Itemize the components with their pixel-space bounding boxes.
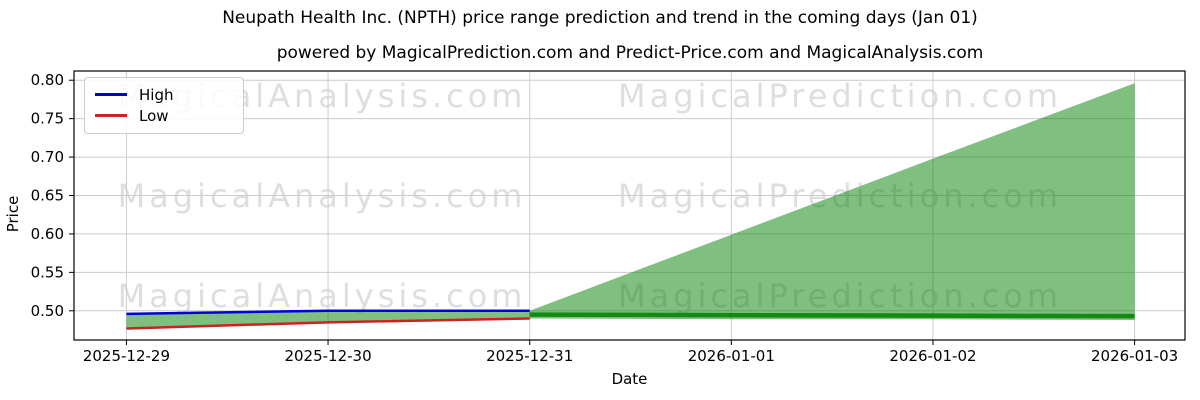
x-tick-label: 2025-12-29: [83, 347, 170, 365]
x-tick-label: 2026-01-01: [688, 347, 775, 365]
y-tick-label: 0.60: [31, 225, 64, 243]
y-axis-label: Price: [4, 195, 22, 233]
x-tick-label: 2026-01-03: [1091, 347, 1178, 365]
chart-title: Neupath Health Inc. (NPTH) price range p…: [222, 8, 978, 28]
chart-subtitle: powered by MagicalPrediction.com and Pre…: [276, 43, 984, 63]
x-tick-label: 2025-12-31: [486, 347, 573, 365]
legend-entry-high: High: [95, 84, 233, 105]
prediction-band: [126, 83, 1135, 329]
legend-label: Low: [139, 106, 169, 125]
legend: High Low: [84, 77, 244, 134]
low-line: [126, 317, 530, 330]
x-tick-label: 2026-01-02: [889, 347, 976, 365]
x-tick-label: 2025-12-30: [284, 347, 371, 365]
legend-label: High: [139, 85, 174, 104]
high-line-swatch: [95, 93, 127, 96]
y-tick-label: 0.80: [31, 71, 64, 89]
legend-entry-low: Low: [95, 105, 233, 126]
x-axis-label: Date: [611, 370, 648, 388]
watermark-text: MagicalPrediction.com: [618, 77, 1062, 115]
y-tick-label: 0.65: [31, 187, 64, 205]
y-tick-label: 0.70: [31, 148, 64, 166]
forecast-trend-line: [529, 312, 1135, 319]
y-tick-label: 0.75: [31, 110, 64, 128]
y-tick-label: 0.55: [31, 263, 64, 281]
high-line: [126, 309, 530, 316]
plot-border: [73, 70, 1186, 341]
y-tick-label: 0.50: [31, 302, 64, 320]
low-line-swatch: [95, 114, 127, 117]
watermark-text: MagicalAnalysis.com: [118, 277, 527, 315]
